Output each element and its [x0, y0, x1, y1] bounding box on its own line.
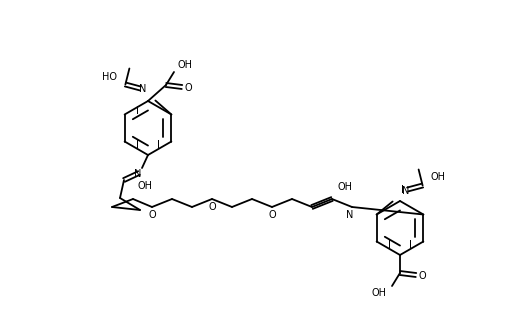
Text: O: O: [208, 202, 216, 212]
Text: I: I: [136, 107, 139, 116]
Text: I: I: [157, 141, 160, 151]
Text: HO: HO: [102, 71, 118, 82]
Text: O: O: [418, 271, 426, 281]
Text: O: O: [268, 210, 276, 220]
Text: I: I: [388, 241, 391, 250]
Text: OH: OH: [431, 171, 446, 182]
Text: I: I: [136, 141, 139, 151]
Text: O: O: [148, 210, 156, 220]
Text: N: N: [402, 185, 409, 196]
Text: I: I: [409, 241, 412, 250]
Text: O: O: [184, 83, 192, 93]
Text: N: N: [346, 210, 354, 220]
Text: OH: OH: [372, 288, 387, 298]
Text: OH: OH: [178, 60, 193, 70]
Text: N: N: [139, 84, 146, 95]
Text: OH: OH: [337, 182, 352, 192]
Text: OH: OH: [138, 181, 153, 191]
Text: I: I: [401, 185, 404, 195]
Text: N: N: [134, 169, 142, 179]
